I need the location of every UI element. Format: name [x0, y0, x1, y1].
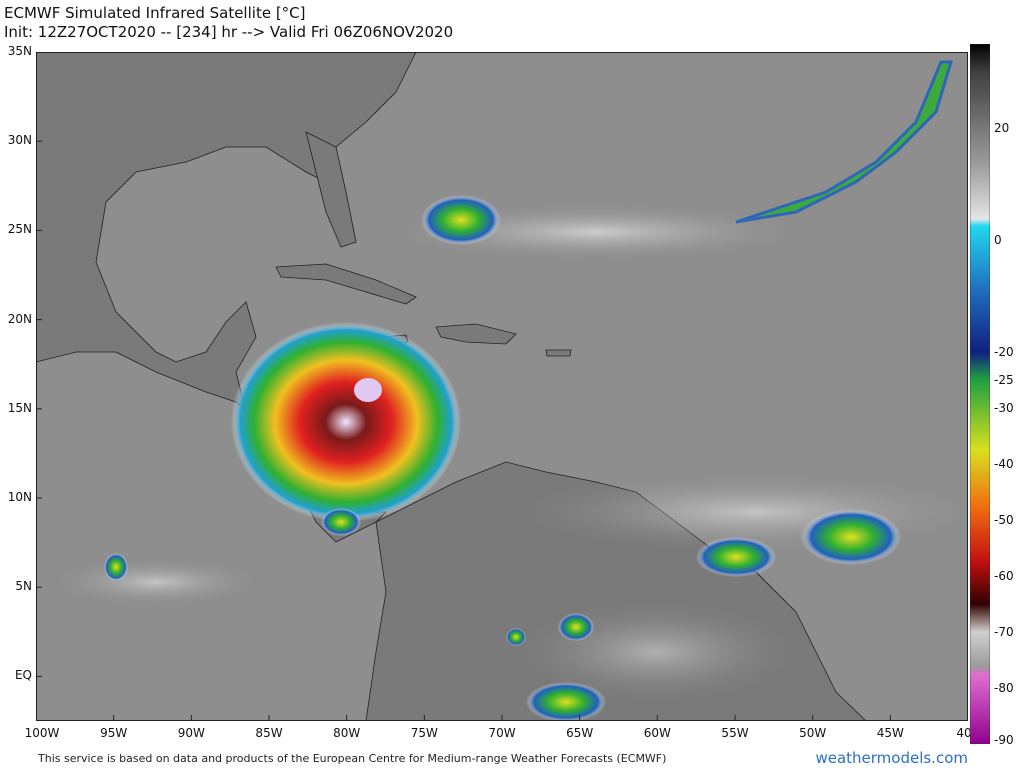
satellite-map[interactable] — [36, 52, 968, 721]
colorbar-tick-label: -60 — [994, 569, 1014, 583]
convection-amazon-2 — [526, 682, 606, 721]
lon-tick-label: 60W — [643, 726, 671, 740]
lat-tick-label: 35N — [7, 44, 32, 58]
lon-tick-label: 90W — [177, 726, 205, 740]
lon-tick-label: 50W — [799, 726, 827, 740]
colorbar-tick-label: 0 — [994, 233, 1002, 247]
cuba-island — [275, 263, 417, 305]
lon-tick-label: 100W — [24, 726, 60, 740]
convection-atlantic-mid — [696, 537, 776, 577]
colorbar-tick-label: -40 — [994, 457, 1014, 471]
colorbar-tick-label: -30 — [994, 401, 1014, 415]
lat-tick-label: 10N — [7, 490, 32, 504]
lat-tick-label: 5N — [15, 579, 32, 594]
lat-tick-label: 30N — [7, 133, 32, 148]
colorbar-gradient — [970, 44, 990, 744]
lon-tick-label: 70W — [488, 726, 516, 740]
lon-tick-label: 85W — [255, 726, 283, 740]
lon-tick-label: 80W — [333, 726, 361, 740]
colorbar-tick-label: -50 — [994, 513, 1014, 527]
convection-pacific — [104, 553, 128, 581]
colorbar-tick-label: -70 — [994, 625, 1014, 639]
lon-tick-label: 95W — [100, 726, 128, 740]
storm-core — [354, 378, 382, 402]
tropical-storm-caribbean — [231, 322, 461, 522]
colorbar-tick-label: -20 — [994, 345, 1014, 359]
colorbar-tick-label: 20 — [994, 121, 1010, 135]
convection-panama — [321, 508, 361, 536]
puerto-rico-island — [545, 349, 572, 357]
lat-tick-label: EQ — [14, 668, 32, 683]
lat-tick-label: 25N — [7, 222, 32, 237]
convective-systems — [104, 60, 954, 721]
convection-amazon-3 — [506, 628, 526, 646]
lon-tick-label: 55W — [721, 726, 749, 740]
convection-bahamas — [421, 195, 501, 245]
temperature-colorbar — [970, 44, 990, 744]
lon-tick-label: 65W — [566, 726, 594, 740]
lat-tick-label: 15N — [7, 400, 32, 415]
map-frame — [36, 52, 968, 721]
chart-title: ECMWF Simulated Infrared Satellite [°C] … — [4, 4, 453, 42]
convection-amazon-1 — [558, 613, 594, 641]
lat-tick-label: 20N — [7, 311, 32, 326]
colorbar-tick-label: -80 — [994, 681, 1014, 695]
florida-land — [305, 131, 357, 248]
title-line-1: ECMWF Simulated Infrared Satellite [°C] — [4, 4, 306, 22]
title-line-2: Init: 12Z27OCT2020 -- [234] hr --> Valid… — [4, 23, 454, 41]
lon-tick-label: 40 — [956, 726, 972, 740]
colorbar-tick-label: -25 — [994, 373, 1014, 387]
convection-frontal-band — [735, 60, 954, 224]
lon-tick-label: 75W — [410, 726, 438, 740]
colorbar-tick-label: -90 — [994, 733, 1014, 747]
brand-link[interactable]: weathermodels.com — [815, 749, 968, 767]
cloud-band-pacific — [46, 557, 266, 607]
lon-tick-label: 45W — [876, 726, 904, 740]
convection-atlantic-east — [801, 509, 901, 565]
hispaniola-island — [435, 323, 517, 345]
credit-text: This service is based on data and produc… — [38, 752, 667, 765]
